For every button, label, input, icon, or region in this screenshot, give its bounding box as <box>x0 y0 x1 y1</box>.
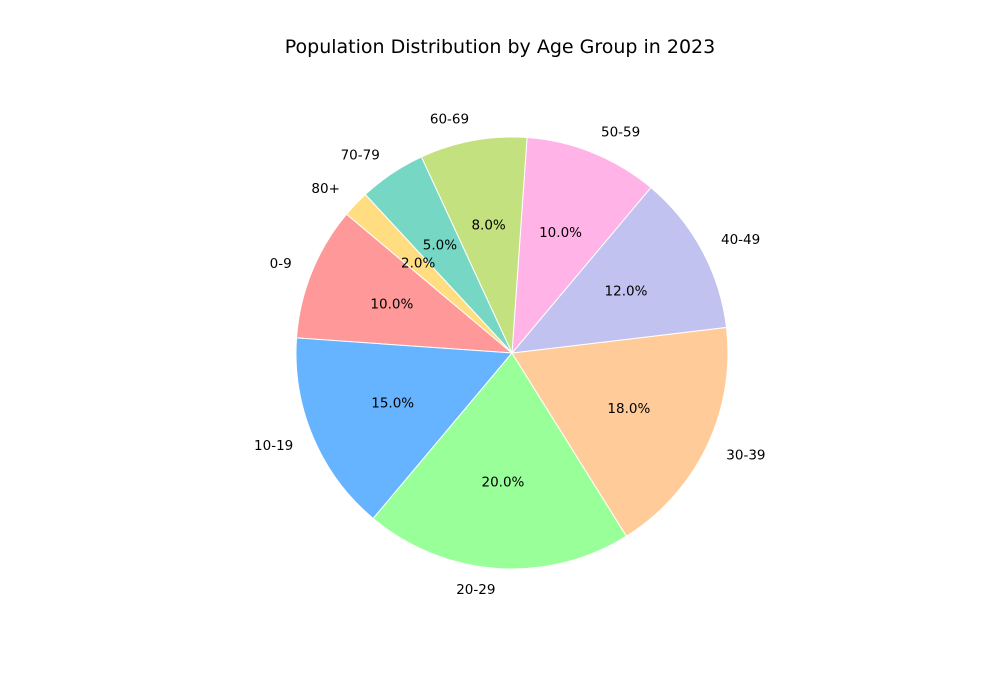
slice-label-4049: 40-49 <box>721 232 760 248</box>
percent-label-7079: 5.0% <box>423 237 457 253</box>
pie-slice-6069 <box>420 136 528 354</box>
slice-label-3039: 30-39 <box>726 448 765 464</box>
percent-label-1019: 15.0% <box>371 396 414 412</box>
percent-label-09: 10.0% <box>370 296 413 312</box>
slice-label-7079: 70-79 <box>341 148 380 164</box>
pie-slice-5059 <box>511 136 652 355</box>
slice-label-09: 0-9 <box>270 256 292 272</box>
percent-label-2029: 20.0% <box>482 474 525 490</box>
pie-slice-09 <box>295 213 514 354</box>
percent-label-3039: 18.0% <box>607 401 650 417</box>
chart-title: Population Distribution by Age Group in … <box>284 36 716 58</box>
percent-label-5059: 10.0% <box>539 225 582 241</box>
slice-label-6069: 60-69 <box>430 111 469 127</box>
percent-label-80: 2.0% <box>401 256 435 272</box>
slice-label-5059: 50-59 <box>601 125 640 141</box>
slice-label-2029: 20-29 <box>456 582 495 598</box>
pie-slice-80 <box>345 193 513 354</box>
pie-slice-4049 <box>510 186 728 354</box>
pie-slice-1019 <box>295 337 514 520</box>
slice-label-80: 80+ <box>311 181 340 197</box>
slice-label-1019: 10-19 <box>254 438 293 454</box>
pie-slice-3039 <box>511 326 729 537</box>
pie-slice-2029 <box>372 352 628 570</box>
percent-label-6069: 8.0% <box>471 218 505 234</box>
percent-label-4049: 12.0% <box>605 283 648 299</box>
